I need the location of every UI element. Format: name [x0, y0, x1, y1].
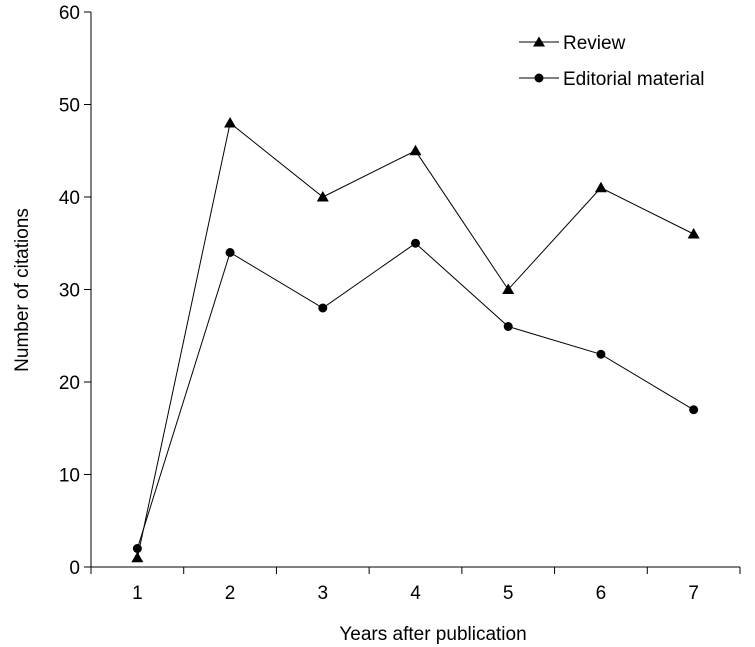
- legend: Review Editorial material: [519, 33, 705, 90]
- data-point-editorial-material: [503, 322, 513, 331]
- legend-label-review: Review: [563, 33, 626, 54]
- data-point-review: [502, 283, 515, 294]
- x-tick-label: 4: [410, 583, 421, 604]
- series-line-review: [136, 122, 694, 558]
- data-point-editorial-material: [225, 248, 235, 257]
- legend-marker-review: [533, 36, 545, 47]
- legend-label-editorial: Editorial material: [563, 69, 705, 90]
- series-line-editorial-material: [136, 242, 694, 549]
- x-tick-label: 7: [688, 583, 699, 604]
- ticks: 0 10 20 30 40 50 60 1 2 3 4 5 6 7: [59, 3, 741, 604]
- x-tick-label: 5: [503, 583, 514, 604]
- data-point-review: [687, 228, 700, 239]
- y-tick-label: 10: [59, 466, 80, 487]
- x-tick-label: 2: [225, 583, 236, 604]
- axes: [90, 12, 740, 568]
- series-group: [131, 117, 700, 563]
- x-tick-label: 1: [132, 583, 143, 604]
- data-point-review: [224, 117, 237, 128]
- data-point-editorial-material: [411, 238, 420, 248]
- x-tick-label: 3: [317, 583, 328, 604]
- data-point-editorial-material: [132, 544, 142, 553]
- y-tick-label: 40: [59, 188, 80, 209]
- data-point-review: [409, 144, 422, 156]
- y-tick-label: 20: [59, 373, 80, 394]
- legend-marker-editorial: [534, 73, 544, 83]
- y-tick-label: 60: [59, 3, 80, 24]
- data-point-editorial-material: [689, 405, 699, 415]
- data-point-editorial-material: [596, 349, 606, 359]
- data-point-editorial-material: [318, 303, 328, 313]
- data-point-review: [594, 181, 607, 193]
- x-axis-title: Years after publication: [339, 624, 526, 645]
- data-point-review: [316, 191, 329, 202]
- y-axis-title: Number of citations: [12, 208, 33, 372]
- y-tick-label: 50: [59, 96, 80, 117]
- x-tick-label: 6: [596, 583, 607, 604]
- y-tick-label: 0: [69, 558, 80, 579]
- y-tick-label: 30: [59, 281, 80, 302]
- data-point-review: [131, 551, 144, 563]
